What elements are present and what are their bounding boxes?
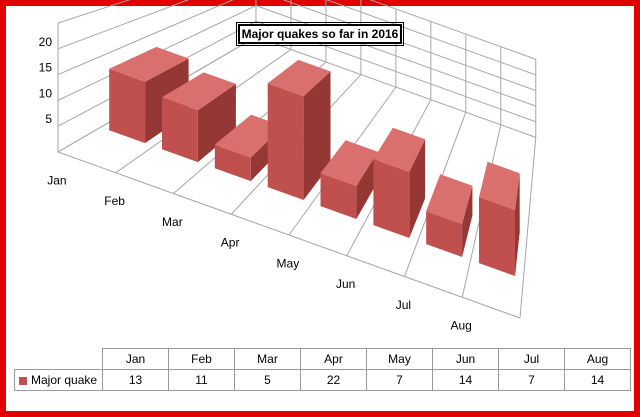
- legend-key: [19, 377, 27, 385]
- x-tick-label: Feb: [104, 194, 125, 208]
- data-table-category: Jul: [498, 348, 565, 370]
- bar-front: [426, 211, 463, 257]
- gridline: [57, 151, 521, 319]
- data-table-value: 14: [564, 369, 631, 391]
- bar-top: [162, 72, 236, 111]
- chart-title: Major quakes so far in 2016: [236, 22, 404, 46]
- data-table-value: 7: [498, 369, 565, 391]
- y-tick-label: 20: [39, 35, 53, 49]
- bar-top: [267, 59, 331, 97]
- bar-aug: [479, 161, 520, 276]
- data-table-series-cell: Major quake: [14, 369, 103, 391]
- y-axis-ticks: 5 10 15 20: [39, 35, 53, 126]
- data-table-value: 13: [102, 369, 169, 391]
- bar-front: [320, 173, 357, 219]
- bar-front: [479, 197, 515, 276]
- gridline: [57, 0, 190, 50]
- data-table-category: Mar: [234, 348, 301, 370]
- data-table-category: Aug: [564, 348, 631, 370]
- data-table-value: 22: [300, 369, 367, 391]
- bar-front: [267, 83, 304, 200]
- data-table-value: 5: [234, 369, 301, 391]
- bar-front: [373, 159, 410, 238]
- x-tick-label: Aug: [450, 319, 471, 333]
- bar-jul: [426, 174, 473, 257]
- bar-series: [109, 46, 520, 276]
- bar-side: [409, 139, 426, 238]
- data-table-value: 11: [168, 369, 235, 391]
- gridline: [57, 0, 234, 76]
- data-table: Jan Feb Mar Apr May Jun Jul Aug Major quake 13 1…: [14, 348, 631, 391]
- bar-may: [320, 140, 378, 219]
- data-table-series-row: Major quake 13 11 5 22 7 14 7 14: [14, 369, 631, 391]
- bar-apr: [267, 59, 331, 201]
- bar-top: [426, 174, 473, 224]
- data-table-value: 14: [432, 369, 499, 391]
- x-axis-ticks: Jan Feb Mar Apr May Jun Jul Aug: [47, 173, 472, 332]
- bar-front: [214, 144, 251, 182]
- data-table-category: Feb: [168, 348, 235, 370]
- y-tick-label: 10: [39, 86, 53, 100]
- bar-front: [162, 97, 198, 163]
- bar-top: [320, 140, 378, 186]
- x-tick-label: Jul: [396, 298, 411, 312]
- x-tick-label: Jun: [336, 277, 355, 291]
- bar-jun: [373, 127, 426, 238]
- bar-top: [109, 46, 189, 82]
- y-tick-label: 15: [39, 61, 53, 75]
- bar-feb: [162, 72, 236, 163]
- x-tick-label: May: [277, 256, 300, 270]
- bar-side: [515, 173, 520, 276]
- data-table-corner: [15, 349, 103, 370]
- bar-front: [109, 68, 146, 144]
- data-table-category: Jan: [102, 348, 169, 370]
- x-tick-label: Mar: [162, 215, 183, 229]
- data-table-value: 7: [366, 369, 433, 391]
- bar-side: [197, 83, 236, 163]
- bar-side: [356, 151, 378, 219]
- x-tick-label: Jan: [47, 173, 66, 187]
- data-table-category: Apr: [300, 348, 367, 370]
- bar-side: [462, 185, 473, 257]
- data-table-category: May: [366, 348, 433, 370]
- x-tick-label: Apr: [221, 236, 240, 250]
- series-name: Major quake: [31, 373, 98, 387]
- gridline: [519, 137, 537, 319]
- bar-top: [214, 114, 284, 158]
- y-tick-label: 5: [45, 112, 52, 126]
- data-table-header-row: Jan Feb Mar Apr May Jun Jul Aug: [15, 348, 631, 370]
- bar-top: [373, 127, 426, 172]
- gridline: [57, 0, 131, 24]
- data-table-category: Jun: [432, 348, 499, 370]
- bar-top: [479, 161, 520, 210]
- bar-side: [303, 71, 331, 201]
